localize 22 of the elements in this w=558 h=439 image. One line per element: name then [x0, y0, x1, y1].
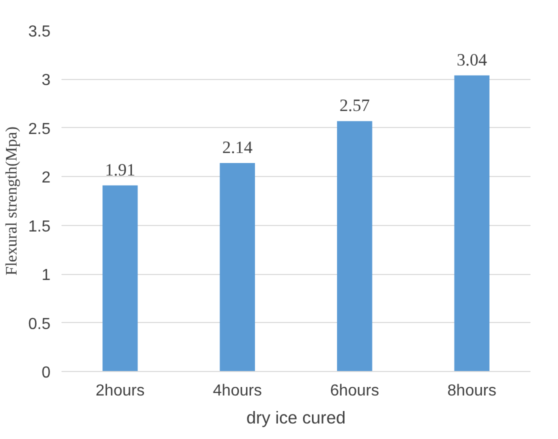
x-axis-title: dry ice cured	[246, 408, 346, 428]
y-tick-label: 2.5	[28, 120, 51, 138]
data-label: 2.57	[339, 96, 370, 116]
bar	[102, 185, 138, 372]
bar	[454, 75, 490, 372]
y-tick-label: 0.5	[28, 316, 51, 333]
x-tick-label: 4hours	[212, 382, 262, 400]
bar	[220, 163, 255, 372]
x-tick-label: 2hours	[96, 382, 145, 400]
bar	[337, 121, 372, 372]
y-tick-label: 3	[42, 72, 51, 90]
data-label: 1.91	[104, 160, 136, 180]
data-label: 3.04	[456, 50, 488, 70]
y-axis-title: Flexural strength(Mpa)	[3, 126, 20, 276]
y-tick-label: 1	[42, 267, 51, 284]
x-tick-label: 8hours	[447, 382, 496, 400]
y-tick-label: 1.5	[28, 218, 51, 236]
x-tick-label: 6hours	[330, 382, 380, 400]
data-label: 2.14	[222, 138, 253, 158]
y-tick-label: 2	[42, 170, 51, 187]
y-tick-label: 3.5	[28, 24, 51, 40]
y-tick-label: 0	[42, 364, 51, 382]
